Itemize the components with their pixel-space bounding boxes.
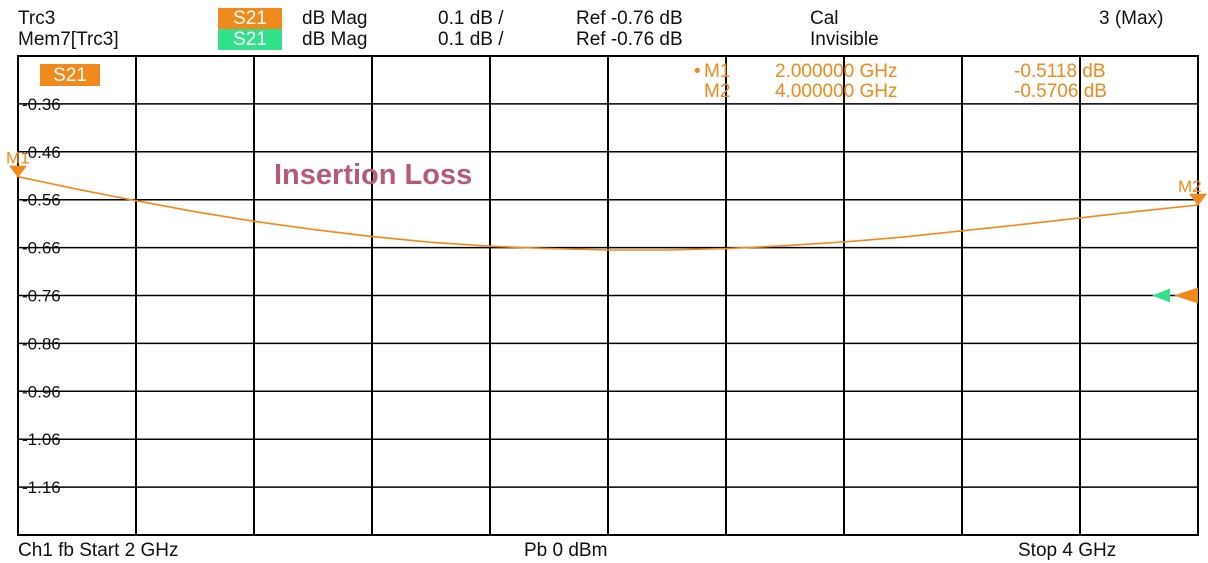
marker-legend: • M1 2.000000 GHz -0.5118 dB M2 4.000000… [694,61,1107,102]
y-tick-label: -0.36 [22,95,61,114]
marker-2-frequency: 4.000000 GHz [775,81,898,102]
marker-2-label[interactable]: M2 [704,81,730,102]
stop-frequency[interactable]: Stop 4 GHz [1018,540,1116,562]
marker-m2-tag: M2 [1178,177,1202,196]
marker-m1-tag: M1 [6,149,30,168]
trace-label: S21 [53,65,87,86]
start-frequency[interactable]: Ch1 fb Start 2 GHz [18,540,179,562]
y-tick-label: -0.96 [22,382,61,401]
y-tick-label: -0.56 [22,191,61,210]
y-tick-label: -1.16 [22,478,61,497]
y-tick-label: -1.06 [22,430,61,449]
trace-reference-indicator[interactable] [1174,288,1198,304]
y-tick-label: -0.66 [22,239,61,258]
y-tick-label: -0.86 [22,334,61,353]
marker-1-value: -0.5118 dB [1014,61,1106,82]
reference-indicators [1152,288,1198,304]
markers: M1 M2 [6,149,1207,206]
y-tick-label: -0.76 [22,287,61,306]
marker-2-value: -0.5706 dB [1014,81,1107,102]
grid [18,56,1198,535]
memory-reference-indicator[interactable] [1152,289,1170,303]
chart-title: Insertion Loss [274,159,472,191]
marker-1-frequency: 2.000000 GHz [775,61,898,82]
marker-1-active: • [694,61,701,82]
power-level[interactable]: Pb 0 dBm [524,540,607,562]
marker-1-label[interactable]: M1 [704,61,730,82]
